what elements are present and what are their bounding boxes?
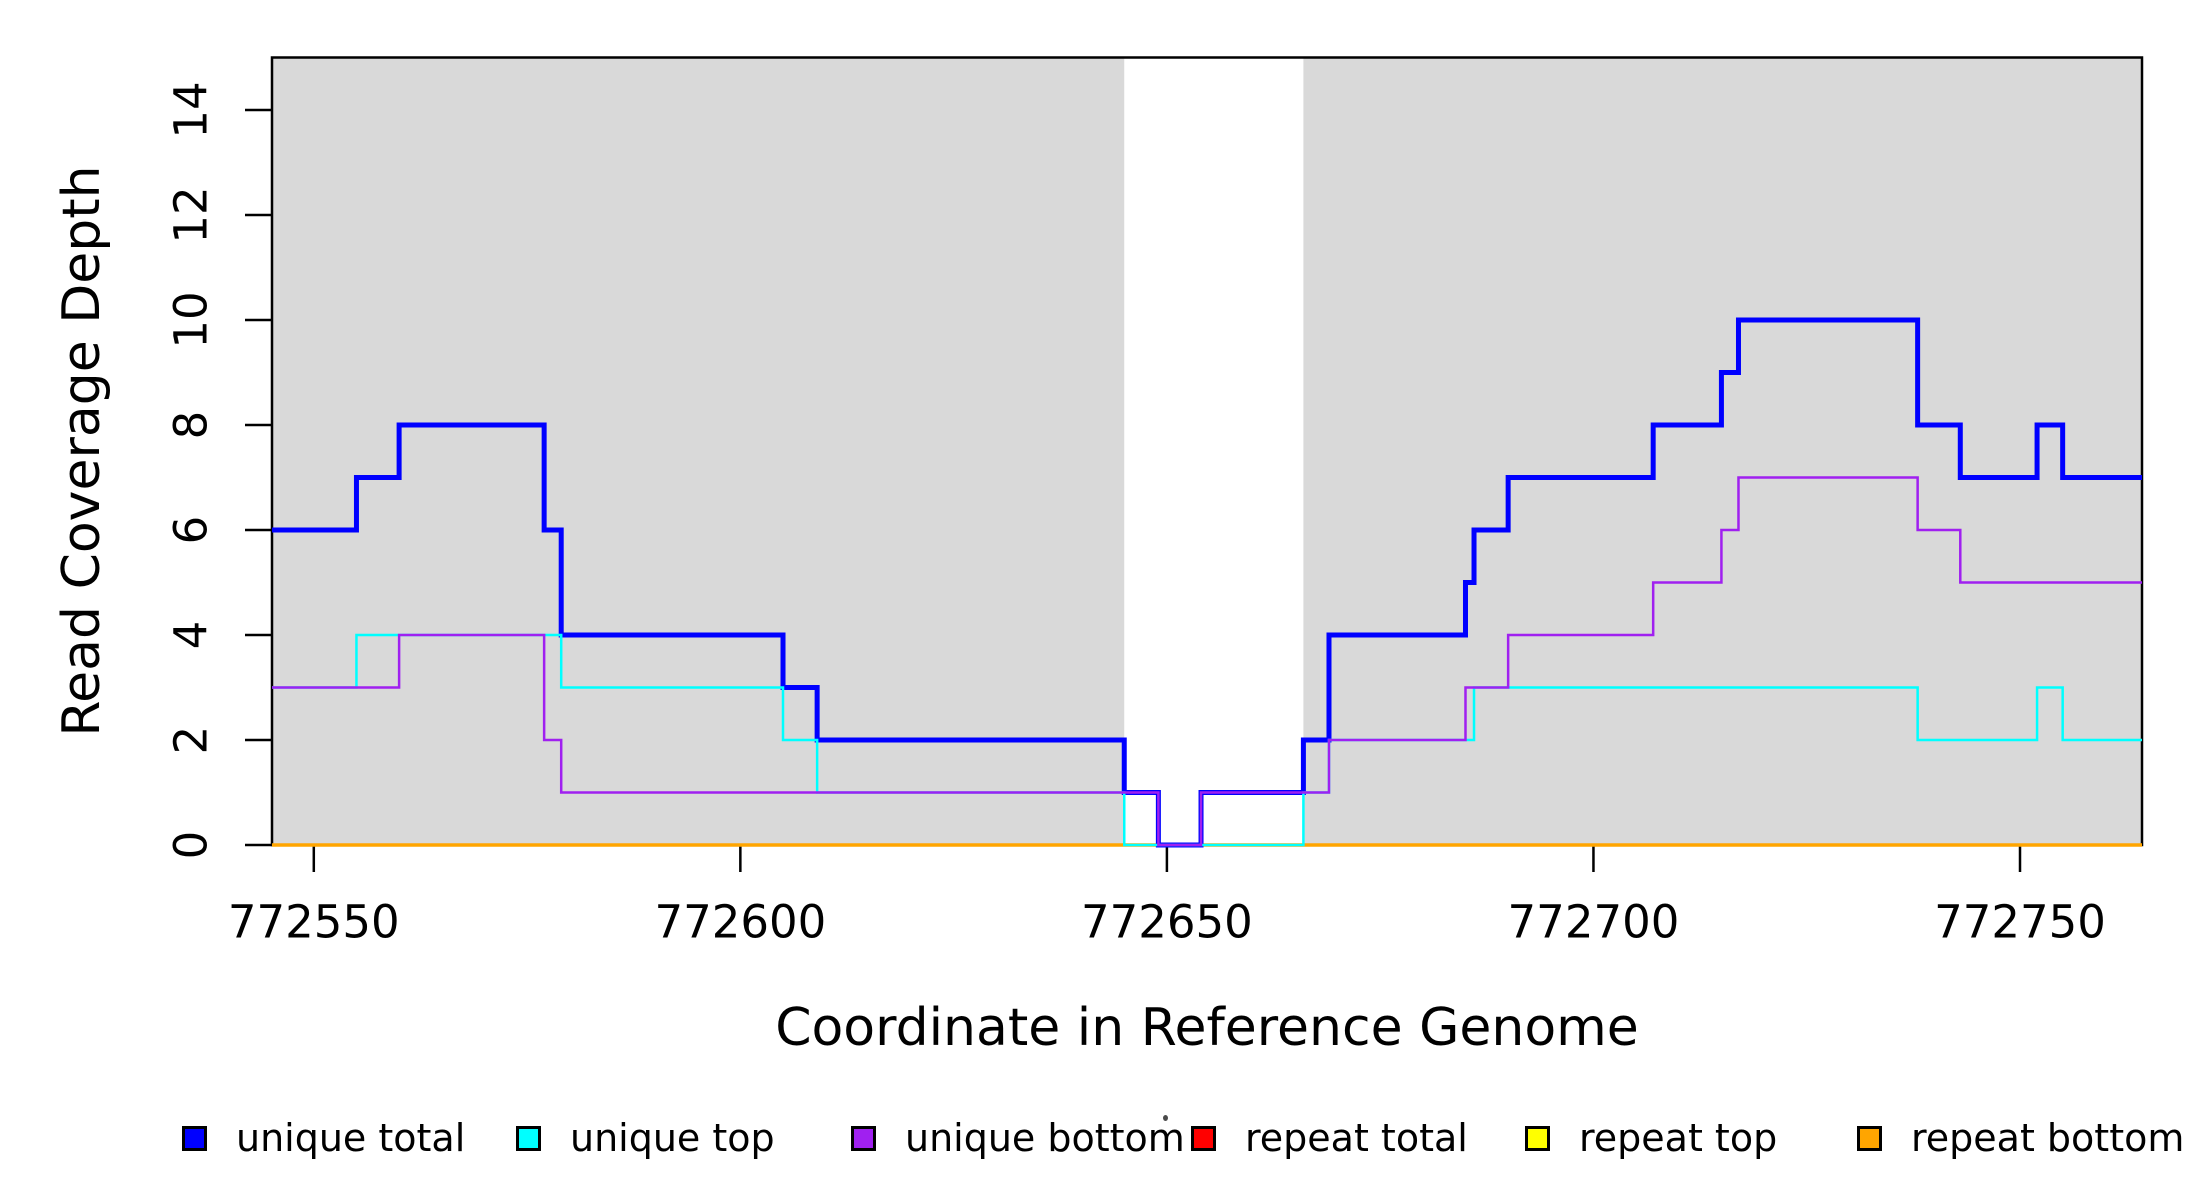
y-tick-label: 12 bbox=[164, 186, 218, 244]
x-tick-label: 772550 bbox=[227, 895, 400, 949]
series-unique-bottom bbox=[272, 476, 2142, 847]
series-unique-top bbox=[272, 633, 2142, 847]
x-axis-title: Coordinate in Reference Genome bbox=[775, 998, 1639, 1058]
shaded-region bbox=[1303, 57, 2142, 845]
y-tick-label: 8 bbox=[164, 410, 218, 440]
x-tick-label: 772750 bbox=[1934, 895, 2106, 949]
x-tick-label: 772600 bbox=[654, 895, 827, 949]
y-tick-label: 0 bbox=[164, 830, 218, 860]
x-tick-label: 772700 bbox=[1507, 895, 1680, 949]
x-tick-label: 772650 bbox=[1080, 895, 1253, 949]
y-tick-label: 10 bbox=[164, 291, 218, 349]
shaded-region bbox=[272, 57, 1125, 845]
series-unique-total bbox=[272, 317, 2142, 848]
y-tick-label: 4 bbox=[164, 620, 218, 650]
y-tick-label: 14 bbox=[164, 81, 218, 139]
y-axis-title: Read Coverage Depth bbox=[52, 165, 112, 737]
y-tick-label: 6 bbox=[164, 515, 218, 545]
stray-mark bbox=[1163, 1115, 1168, 1121]
y-tick-label: 2 bbox=[164, 725, 218, 755]
